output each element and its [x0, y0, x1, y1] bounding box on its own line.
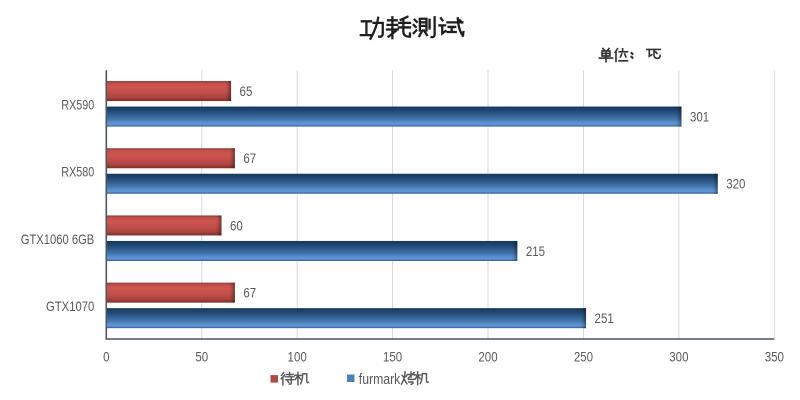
svg-text:300: 300 — [669, 348, 688, 364]
svg-text:50: 50 — [195, 348, 208, 364]
svg-text:250: 250 — [574, 348, 593, 364]
svg-text:251: 251 — [595, 311, 614, 326]
svg-text:200: 200 — [478, 348, 497, 364]
svg-text:RX580: RX580 — [61, 164, 94, 180]
svg-text:60: 60 — [230, 218, 243, 233]
svg-text:GTX1060 6GB: GTX1060 6GB — [21, 231, 95, 247]
svg-text:301: 301 — [690, 109, 709, 124]
svg-text:215: 215 — [526, 244, 545, 259]
svg-text:150: 150 — [383, 348, 402, 364]
svg-text:RX590: RX590 — [61, 96, 94, 112]
svg-text:65: 65 — [240, 84, 253, 99]
svg-text:GTX1070: GTX1070 — [46, 298, 94, 314]
svg-text:350: 350 — [765, 348, 784, 364]
svg-text:100: 100 — [288, 348, 307, 364]
svg-text:0: 0 — [103, 348, 110, 364]
svg-text:furmark: furmark — [359, 371, 401, 388]
svg-text:320: 320 — [726, 177, 745, 192]
svg-text:67: 67 — [243, 151, 256, 166]
svg-text:67: 67 — [243, 286, 256, 301]
